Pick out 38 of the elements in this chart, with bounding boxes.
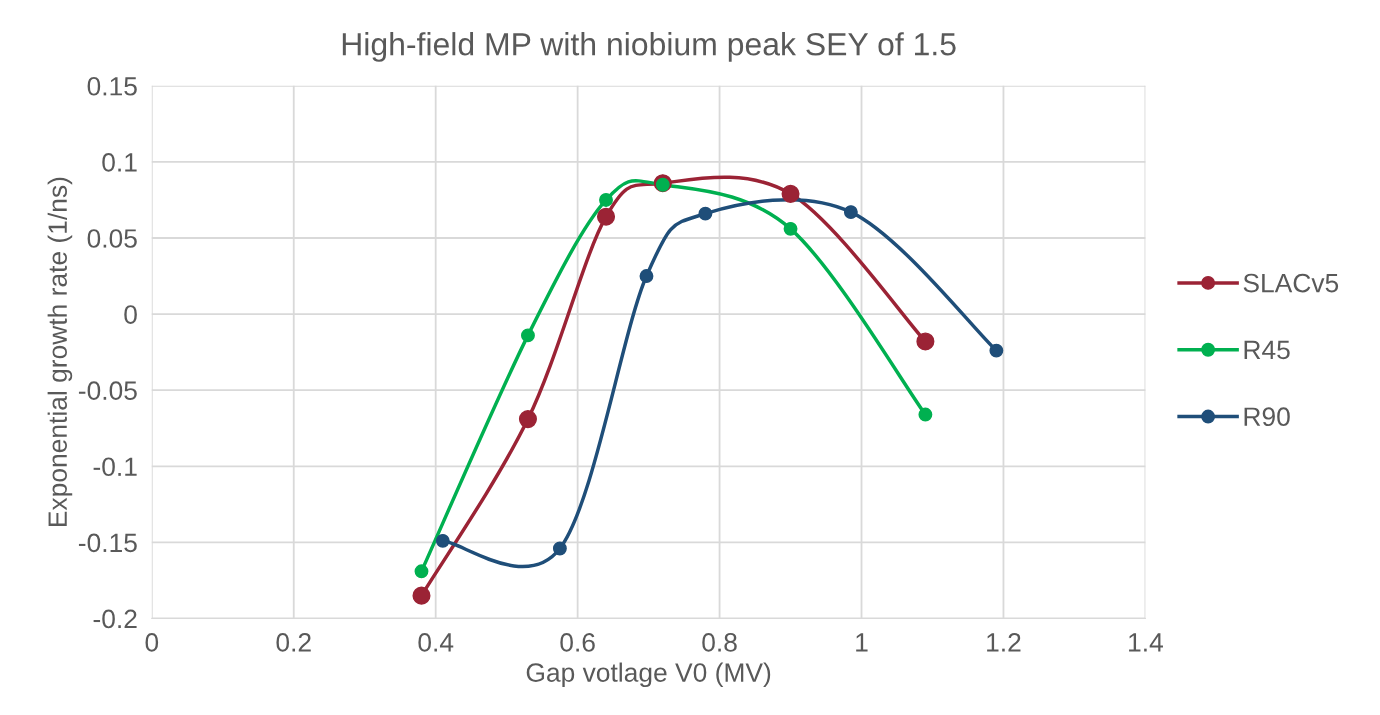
point [916, 332, 935, 351]
point [552, 541, 567, 556]
y-tick-label: 0 [124, 305, 137, 324]
x-axis-title: Gap votlage V0 (MV) [526, 662, 771, 688]
point [989, 343, 1004, 358]
x-tick-label: 0.2 [276, 633, 311, 652]
point [596, 207, 616, 226]
point [414, 564, 429, 579]
y-tick-label: -0.1 [93, 457, 137, 477]
point [781, 184, 800, 203]
point [412, 586, 431, 605]
legend-label: R90 [1244, 407, 1290, 427]
y-tick-label: 0.15 [87, 76, 137, 96]
x-tick-label: 1.2 [987, 633, 1021, 652]
point [599, 192, 613, 207]
point [783, 221, 798, 236]
y-tick-label: -0.05 [78, 381, 137, 401]
x-tick-label: 0 [145, 633, 159, 652]
legend-label: R45 [1244, 340, 1290, 360]
y-tick-label: -0.15 [78, 533, 137, 553]
point [435, 533, 450, 548]
point [698, 206, 713, 221]
y-tick-label: -0.2 [93, 609, 137, 629]
x-tick-label: 1.4 [1129, 633, 1163, 652]
point [918, 407, 933, 422]
x-tick-label: 1 [856, 633, 868, 652]
y-tick-label: 0.1 [102, 153, 137, 172]
point [639, 269, 654, 283]
y-tick-label: 0.05 [87, 229, 137, 248]
x-tick-label: 0.8 [702, 633, 737, 652]
point [521, 328, 535, 343]
y-axis-title: Exponential growth rate (1/ns) [47, 177, 73, 526]
point [518, 410, 537, 429]
legend-label: SLACv5 [1243, 273, 1339, 293]
point [843, 205, 858, 220]
x-tick-label: 0.6 [560, 633, 595, 652]
x-tick-label: 0.4 [418, 633, 454, 652]
chart-title: High-field MP with niobium peak SEY of 1.5 [342, 32, 956, 62]
